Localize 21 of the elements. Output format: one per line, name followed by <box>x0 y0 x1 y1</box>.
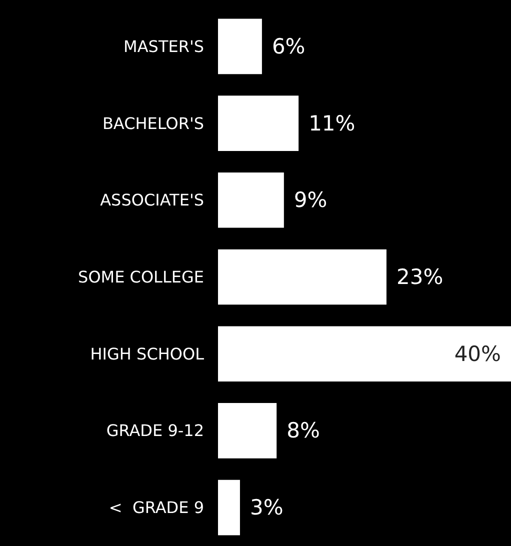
data-label: 6% <box>272 34 306 58</box>
bar <box>218 96 299 151</box>
bar <box>218 403 277 458</box>
data-label: 11% <box>308 111 356 136</box>
y-tick-label: < GRADE 9 <box>108 498 204 518</box>
data-label: 9% <box>294 188 328 212</box>
bar <box>218 480 240 536</box>
data-label: 40% <box>454 342 501 366</box>
bar <box>218 249 386 305</box>
data-label: 3% <box>250 496 284 520</box>
data-label: 23% <box>396 265 444 289</box>
bar <box>218 326 511 382</box>
data-label: 8% <box>286 418 320 443</box>
y-tick-label: MASTER'S <box>124 36 204 56</box>
bar <box>218 172 284 228</box>
bar <box>218 18 262 74</box>
y-tick-label: BACHELOR'S <box>102 114 204 133</box>
y-tick-label: HIGH SCHOOL <box>90 344 204 364</box>
y-tick-label: ASSOCIATE'S <box>100 190 204 210</box>
y-tick-label: GRADE 9-12 <box>106 421 204 440</box>
y-tick-label: SOME COLLEGE <box>78 268 204 286</box>
